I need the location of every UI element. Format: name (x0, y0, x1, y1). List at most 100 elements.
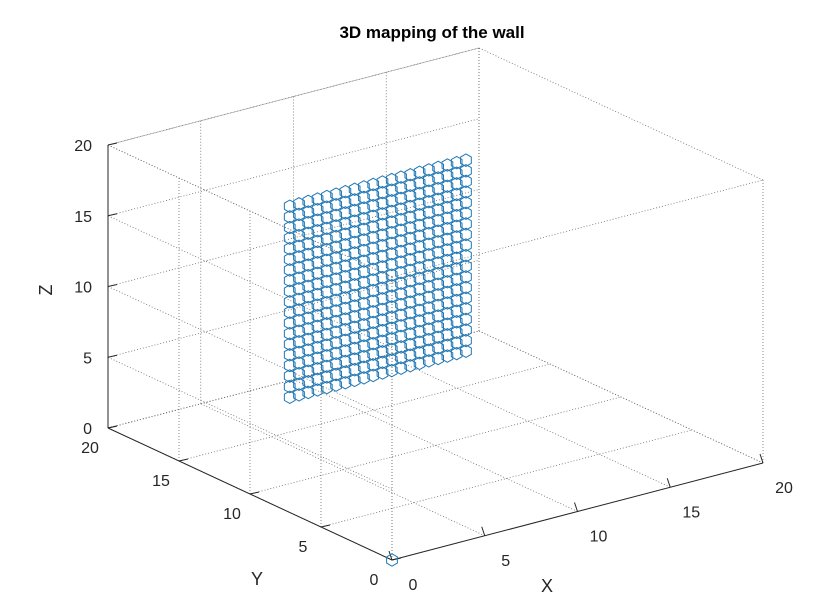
data-point (311, 224, 324, 238)
data-point (348, 331, 361, 345)
data-point (358, 360, 370, 375)
data-point (320, 348, 333, 363)
data-point (367, 262, 380, 277)
data-point (311, 372, 324, 387)
data-point (302, 375, 315, 389)
data-point (432, 192, 444, 207)
data-point (432, 309, 444, 323)
data-point (432, 234, 444, 249)
data-point (293, 271, 305, 285)
data-point (441, 349, 454, 363)
data-point (367, 305, 380, 319)
data-point (450, 219, 463, 234)
data-point (320, 327, 333, 342)
data-point (339, 333, 352, 348)
data-point (367, 283, 380, 298)
data-point (413, 165, 426, 180)
data-point (367, 358, 380, 372)
data-point (404, 178, 417, 193)
data-point (339, 280, 352, 294)
data-point (367, 209, 380, 224)
data-point (330, 282, 342, 297)
data-point (404, 252, 417, 267)
data-point (385, 172, 398, 187)
data-point (460, 185, 472, 199)
data-point (311, 255, 324, 270)
data-point (404, 231, 417, 246)
data-point (330, 208, 342, 223)
data-point (432, 245, 444, 260)
data-point (441, 158, 454, 172)
data-point (460, 259, 472, 274)
data-point (293, 292, 305, 307)
data-point (367, 177, 380, 192)
data-point (348, 362, 361, 377)
data-point (367, 347, 380, 362)
data-point (283, 326, 296, 341)
data-point (339, 344, 352, 358)
box-edge (107, 144, 393, 278)
z-tick-label: 10 (74, 280, 92, 297)
x-tick-label: 0 (409, 577, 418, 594)
data-point (367, 220, 380, 234)
data-point (422, 173, 435, 188)
data-point (339, 312, 352, 326)
data-point (385, 183, 398, 197)
data-point (385, 257, 398, 272)
grid-line (249, 396, 622, 495)
data-point (422, 205, 435, 220)
data-point (460, 248, 472, 263)
data-point (413, 292, 426, 307)
data-point (302, 279, 315, 294)
data-point (358, 180, 370, 194)
grid-line (107, 47, 480, 146)
data-point (320, 295, 333, 310)
data-point (395, 223, 407, 237)
data-point (293, 260, 305, 275)
data-point (460, 153, 472, 167)
data-point (432, 213, 444, 228)
data-point (432, 266, 444, 281)
data-point (320, 189, 333, 204)
data-point (302, 353, 315, 368)
data-point (413, 261, 426, 275)
y-tick-label: 20 (81, 440, 99, 457)
data-point (385, 278, 398, 293)
data-point (358, 371, 370, 385)
x-tick (759, 453, 764, 464)
grid-line (107, 189, 480, 287)
data-point (385, 342, 398, 357)
data-point (311, 319, 324, 334)
axes-box (107, 47, 764, 561)
data-point (441, 264, 454, 278)
data-point (311, 298, 324, 312)
data-point (358, 264, 370, 279)
data-point (320, 253, 333, 267)
data-point (450, 304, 463, 318)
grid-line (178, 363, 551, 462)
data-point (385, 236, 398, 251)
data-point (339, 365, 352, 379)
data-point (293, 303, 305, 317)
data-point (330, 229, 342, 244)
data-point (395, 202, 407, 216)
data-point (348, 288, 361, 303)
data-point (320, 338, 333, 352)
data-point (358, 222, 370, 237)
data-point (283, 210, 296, 224)
data-point (376, 207, 389, 221)
data-point (450, 230, 463, 244)
data-point (367, 326, 380, 340)
data-point (450, 272, 463, 287)
data-point (311, 213, 324, 227)
data-point (367, 188, 380, 202)
y-tick (178, 458, 189, 462)
data-point (450, 251, 463, 265)
data-point (422, 194, 435, 209)
data-point (395, 361, 407, 375)
data-point (293, 207, 305, 222)
data-point (413, 324, 426, 339)
data-point (385, 363, 398, 378)
data-point (441, 296, 454, 310)
data-point (460, 206, 472, 221)
